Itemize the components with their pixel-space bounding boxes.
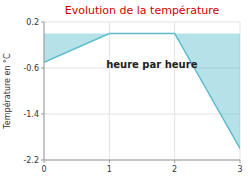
x-tick <box>44 160 45 163</box>
x-tick <box>174 160 175 163</box>
y-tick-label: -1.4 <box>23 110 39 119</box>
grid-line <box>174 22 175 160</box>
y-tick <box>41 114 44 115</box>
x-tick <box>240 160 241 163</box>
grid-line <box>44 114 240 115</box>
x-tick-label: 1 <box>107 165 112 174</box>
y-axis <box>44 22 45 160</box>
plot-area <box>44 34 240 149</box>
annotation: heure par heure <box>106 59 197 70</box>
grid-line <box>44 22 45 160</box>
x-tick-label: 0 <box>41 165 46 174</box>
y-tick <box>41 22 44 23</box>
area <box>44 34 240 149</box>
y-tick-label: -2.2 <box>23 156 39 165</box>
y-tick-label: 0.2 <box>26 18 39 27</box>
grid-line <box>44 160 240 161</box>
y-tick <box>41 68 44 69</box>
x-tick-label: 3 <box>237 165 242 174</box>
x-tick-label: 2 <box>172 165 177 174</box>
line <box>44 34 240 149</box>
y-axis-label: Température en °C <box>2 53 12 130</box>
grid-line <box>44 22 240 23</box>
chart: 0.2 -0.6 -1.4 -2.20 1 2 3 Température en °C Evol… <box>0 0 250 188</box>
grid-line <box>109 22 110 160</box>
x-tick <box>109 160 110 163</box>
chart-container: 0.2 -0.6 -1.4 -2.20 1 2 3 Température en °C Evol… <box>0 0 250 188</box>
y-tick-label: -0.6 <box>23 64 39 73</box>
title: Evolution de la température <box>65 4 220 17</box>
x-axis <box>44 160 240 161</box>
